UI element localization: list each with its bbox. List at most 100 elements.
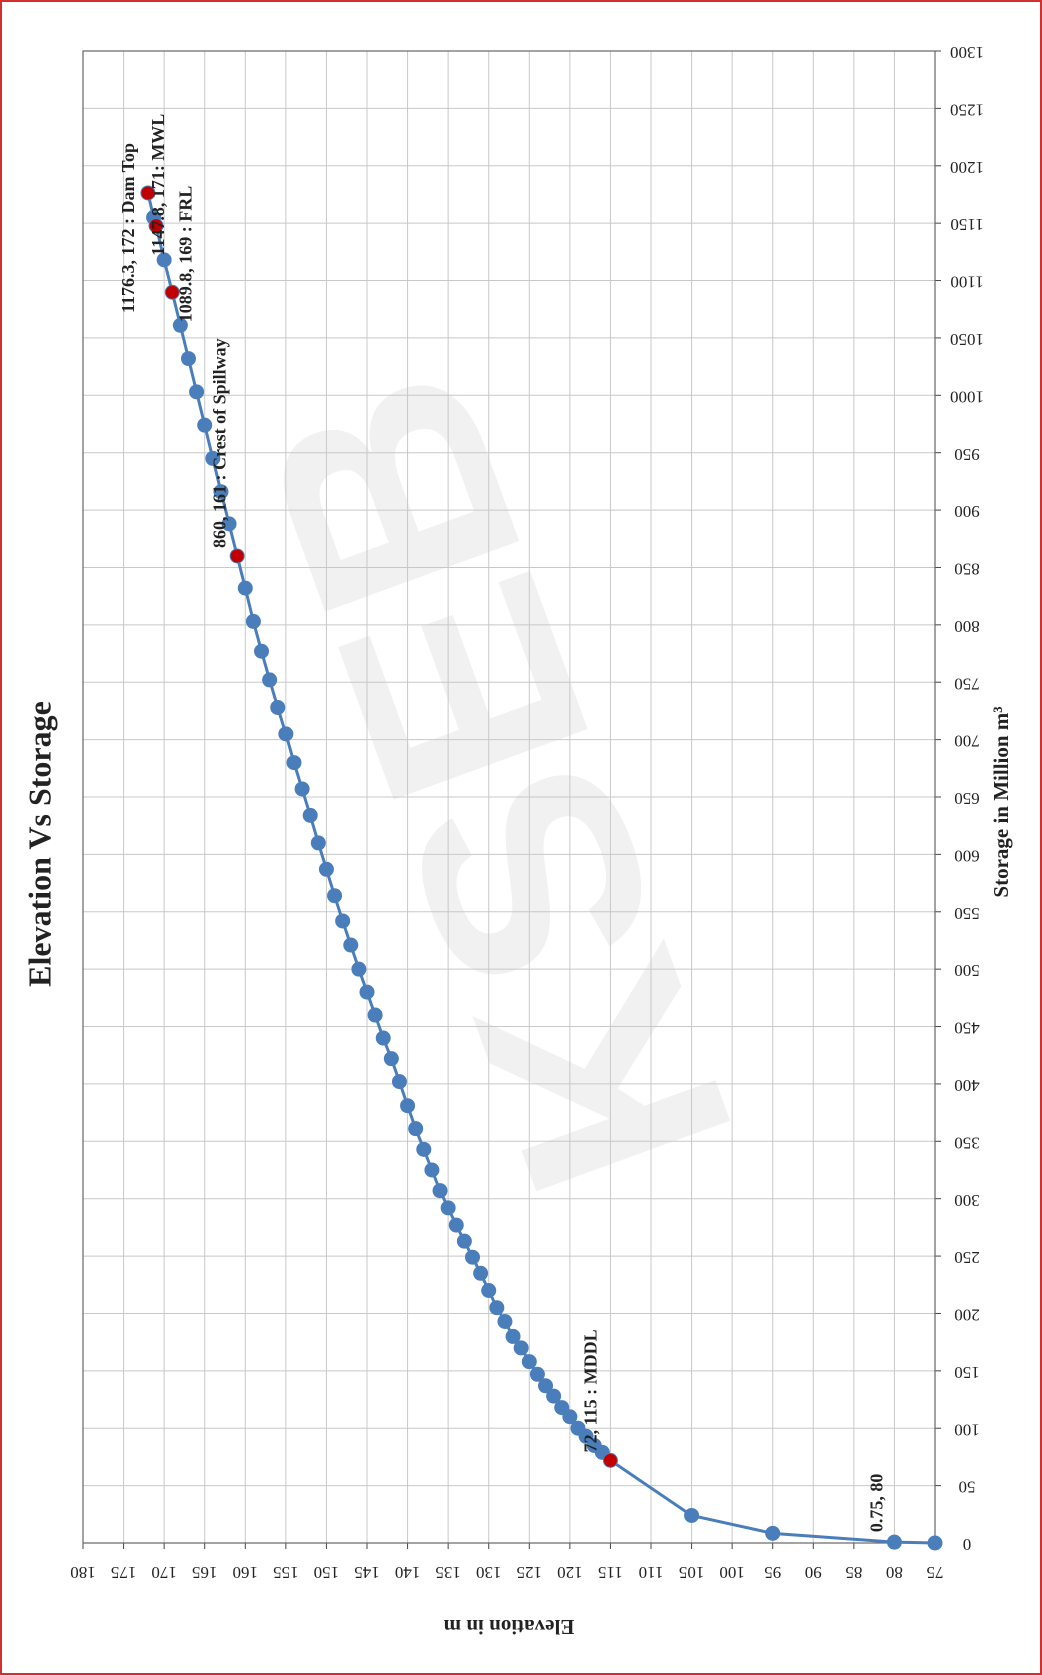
y-axis-label: Elevation in m: [443, 1615, 574, 1639]
point: [391, 1074, 407, 1090]
point: [189, 384, 205, 400]
point: [440, 1200, 456, 1216]
point: [383, 1051, 399, 1067]
y-tick-label: 175: [111, 1563, 137, 1582]
point: [278, 726, 294, 742]
point: [375, 1030, 391, 1046]
watermark: KSEB: [196, 334, 797, 1232]
annotation: 1176.3, 172 : Dam Top: [118, 143, 138, 313]
point: [310, 835, 326, 851]
y-tick-label: 85: [845, 1563, 862, 1582]
y-tick-label: 90: [805, 1563, 822, 1582]
point: [481, 1283, 497, 1299]
annotation: 0.75, 80: [867, 1474, 887, 1533]
x-tick-label: 350: [954, 1133, 980, 1152]
point: [197, 417, 213, 433]
point: [489, 1300, 505, 1316]
x-tick-label: 0: [963, 1535, 972, 1554]
point: [156, 252, 172, 268]
point: [473, 1265, 489, 1281]
point: [302, 807, 318, 823]
point: [546, 1388, 562, 1404]
point: [270, 699, 286, 715]
point: [416, 1141, 432, 1157]
highlight-point: [141, 186, 155, 200]
annotation: 1147.8, 171: MWL: [148, 114, 168, 256]
chart-title: Elevation Vs Storage: [21, 701, 57, 987]
point: [205, 450, 221, 466]
y-tick-label: 80: [886, 1563, 903, 1582]
x-tick-label: 900: [954, 502, 980, 521]
x-tick-label: 1000: [950, 387, 984, 406]
y-tick-label: 150: [314, 1563, 340, 1582]
point: [432, 1183, 448, 1199]
highlight-point: [149, 219, 163, 233]
point: [327, 888, 343, 904]
annotation: 860, 161 : Crest of Spillway: [209, 338, 229, 548]
x-tick-label: 1300: [950, 43, 984, 62]
x-tick-label: 1250: [950, 100, 984, 119]
point: [448, 1217, 464, 1233]
point: [351, 961, 367, 977]
y-tick-label: 100: [719, 1563, 745, 1582]
point: [464, 1249, 480, 1265]
y-tick-label: 180: [70, 1563, 96, 1582]
point: [765, 1525, 781, 1541]
point: [343, 937, 359, 953]
x-tick-label: 400: [954, 1076, 980, 1095]
point: [529, 1366, 545, 1382]
x-tick-label: 550: [954, 904, 980, 923]
point: [254, 643, 270, 659]
highlight-point: [165, 285, 179, 299]
point: [408, 1121, 424, 1137]
point: [521, 1354, 537, 1370]
y-tick-label: 170: [151, 1563, 177, 1582]
y-tick-label: 145: [354, 1563, 380, 1582]
point: [400, 1098, 416, 1114]
x-tick-label: 150: [954, 1363, 980, 1382]
point: [684, 1507, 700, 1523]
point: [245, 613, 261, 629]
x-tick-label: 500: [954, 961, 980, 980]
grid: 0 50 100 150 200 250 300 350 400 450 500 550 600 650 7…: [70, 43, 984, 1582]
x-tick-label: 950: [954, 445, 980, 464]
point: [180, 351, 196, 367]
x-tick-label: 200: [954, 1306, 980, 1325]
x-tick-label: 1200: [950, 158, 984, 177]
point: [456, 1233, 472, 1249]
highlight-point: [230, 549, 244, 563]
point: [497, 1313, 513, 1329]
x-tick-label: 600: [954, 846, 980, 865]
point: [570, 1420, 586, 1436]
point: [172, 317, 188, 333]
point: [262, 672, 278, 688]
point: [513, 1340, 529, 1356]
y-tick-label: 120: [557, 1563, 583, 1582]
y-tick-label: 115: [598, 1563, 623, 1582]
x-tick-label: 300: [954, 1191, 980, 1210]
x-tick-label: 700: [954, 732, 980, 751]
x-tick-label: 850: [954, 560, 980, 579]
point: [335, 913, 351, 929]
y-tick-label: 140: [395, 1563, 421, 1582]
point: [367, 1007, 383, 1023]
x-tick-label: 450: [954, 1019, 980, 1038]
point: [221, 516, 237, 532]
y-tick-label: 155: [273, 1563, 299, 1582]
point: [538, 1378, 554, 1394]
y-tick-label: 75: [927, 1563, 944, 1582]
x-tick-label: 1150: [950, 215, 983, 234]
x-tick-label: 50: [959, 1478, 976, 1497]
point: [886, 1534, 902, 1550]
y-tick-label: 125: [517, 1563, 543, 1582]
x-tick-label: 1050: [950, 330, 984, 349]
x-tick-label: 250: [954, 1248, 980, 1267]
x-tick-label: 1100: [950, 273, 983, 292]
point: [505, 1328, 521, 1344]
annotation: 72, 115 : MDDL: [581, 1329, 601, 1452]
y-tick-label: 95: [764, 1563, 781, 1582]
x-tick-label: 750: [954, 674, 980, 693]
